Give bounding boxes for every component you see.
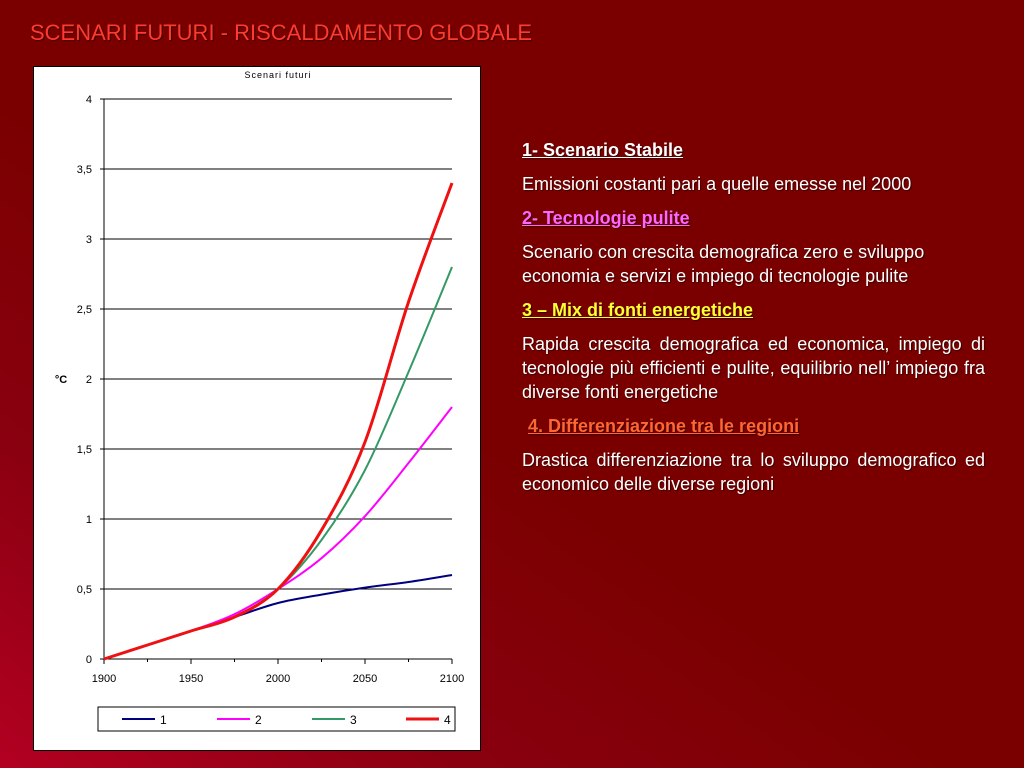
chart-container: Scenari futuri 0 0,5 1 1,5 2 2,5 3 3,5 4 °C 1900 195…: [33, 66, 481, 751]
slide-title: SCENARI FUTURI - RISCALDAMENTO GLOBALE: [30, 20, 533, 45]
legend-box: [97, 706, 456, 732]
legend-label-1: 1: [160, 713, 167, 727]
scenario-1-text: Emissioni costanti pari a quelle emesse …: [522, 174, 912, 194]
scenario-description-panel: 1- Scenario Stabile Emissioni costanti p…: [522, 138, 985, 506]
x-tick-label: 1950: [179, 673, 203, 685]
y-tick-label: 4: [86, 94, 92, 106]
scenario-3-text: Rapida crescita demografica ed economica…: [522, 334, 985, 402]
y-tick-label: 0,5: [77, 584, 92, 596]
scenario-4-text: Drastica differenziazione tra lo svilupp…: [522, 450, 985, 494]
chart-title: Scenari futuri: [244, 70, 311, 80]
y-tick-label: 1: [86, 514, 92, 526]
scenario-2-text: Scenario con crescita demografica zero e…: [522, 242, 925, 286]
legend-label-3: 3: [350, 713, 357, 727]
y-tick-label: 1,5: [77, 444, 92, 456]
y-tick-label: 2: [86, 374, 92, 386]
y-tick-label: 0: [86, 654, 92, 666]
scenario-4-heading: 4. Differenziazione tra le regioni: [528, 416, 800, 436]
y-tick-label: 3: [86, 234, 92, 246]
x-tick-label: 2000: [266, 673, 290, 685]
scenario-1-heading: 1- Scenario Stabile: [522, 140, 684, 160]
x-tick-label: 2100: [440, 673, 464, 685]
scenario-3-heading: 3 – Mix di fonti energetiche: [522, 300, 754, 320]
line-chart: Scenari futuri 0 0,5 1 1,5 2 2,5 3 3,5 4 °C 1900 195…: [55, 70, 464, 732]
legend-label-2: 2: [255, 713, 262, 727]
x-tick-label: 2050: [353, 673, 377, 685]
x-tick-label: 1900: [92, 673, 116, 685]
series-line-4: [103, 182, 454, 661]
series-line-2: [103, 406, 453, 660]
scenario-2-heading: 2- Tecnologie pulite: [522, 208, 690, 228]
legend-label-4: 4: [444, 713, 451, 727]
y-tick-label: 3,5: [77, 164, 92, 176]
y-axis-label: °C: [55, 374, 67, 386]
y-tick-label: 2,5: [77, 304, 92, 316]
